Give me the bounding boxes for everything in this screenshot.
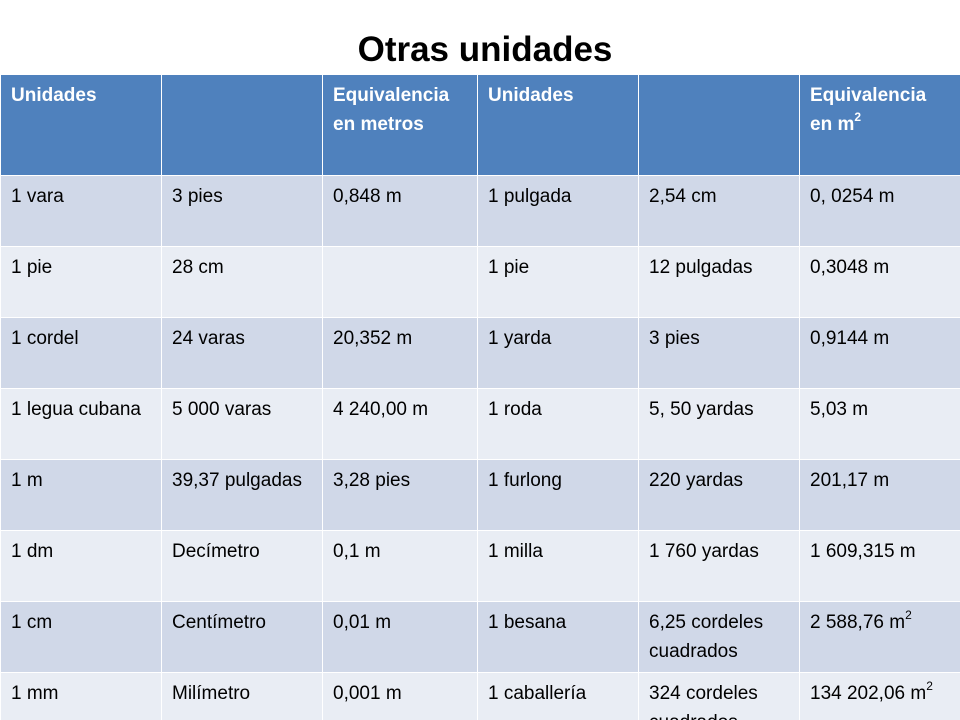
table-cell: 3 pies bbox=[638, 317, 800, 389]
header-equivalencia-m2: Equivalencia en m2 bbox=[799, 74, 960, 176]
header-unidades: Unidades bbox=[0, 74, 162, 176]
table-cell: 1 mm bbox=[0, 672, 162, 720]
table-cell: 1 609,315 m bbox=[799, 530, 960, 602]
table-cell: 0,001 m bbox=[322, 672, 478, 720]
table-cell: 3 pies bbox=[161, 175, 323, 247]
header-equivalencia-metros: Equivalencia en metros bbox=[322, 74, 478, 176]
table-cell: 201,17 m bbox=[799, 459, 960, 531]
table-row: 1 legua cubana 5 000 varas 4 240,00 m 1 ro… bbox=[0, 388, 960, 460]
table-cell: 1 besana bbox=[477, 601, 639, 673]
table-cell: 1 roda bbox=[477, 388, 639, 460]
table-cell: 0,1 m bbox=[322, 530, 478, 602]
table-cell: 20,352 m bbox=[322, 317, 478, 389]
table-cell: 5,03 m bbox=[799, 388, 960, 460]
table-cell: 39,37 pulgadas bbox=[161, 459, 323, 531]
table-cell: 1 pie bbox=[477, 246, 639, 318]
table-cell: 24 varas bbox=[161, 317, 323, 389]
table-cell: 1 vara bbox=[0, 175, 162, 247]
table-header-row: Unidades Equivalencia en metros Unidades… bbox=[0, 74, 960, 176]
table-cell: 1 caballería bbox=[477, 672, 639, 720]
table-cell: 2 588,76 m2 bbox=[799, 601, 960, 673]
table-cell: 0, 0254 m bbox=[799, 175, 960, 247]
table-cell: 6,25 cordeles cuadrados bbox=[638, 601, 800, 673]
table-cell: 1 legua cubana bbox=[0, 388, 162, 460]
table-cell: 1 cm bbox=[0, 601, 162, 673]
units-table: Unidades Equivalencia en metros Unidades… bbox=[0, 74, 960, 720]
table-cell: 2,54 cm bbox=[638, 175, 800, 247]
table-cell: 1 milla bbox=[477, 530, 639, 602]
header-unidades: Unidades bbox=[477, 74, 639, 176]
table-cell: 0,01 m bbox=[322, 601, 478, 673]
table-cell: 5 000 varas bbox=[161, 388, 323, 460]
table-cell: 1 dm bbox=[0, 530, 162, 602]
table-cell: 1 yarda bbox=[477, 317, 639, 389]
table-cell: 134 202,06 m2 bbox=[799, 672, 960, 720]
table-cell: 1 m bbox=[0, 459, 162, 531]
table-cell: 1 cordel bbox=[0, 317, 162, 389]
table-cell: Decímetro bbox=[161, 530, 323, 602]
table-cell: 1 pie bbox=[0, 246, 162, 318]
table-cell: 0,3048 m bbox=[799, 246, 960, 318]
table-cell: 4 240,00 m bbox=[322, 388, 478, 460]
table-cell: 5, 50 yardas bbox=[638, 388, 800, 460]
table-cell: 3,28 pies bbox=[322, 459, 478, 531]
table-cell: 220 yardas bbox=[638, 459, 800, 531]
table-cell bbox=[322, 246, 478, 318]
table-cell: 12 pulgadas bbox=[638, 246, 800, 318]
table-cell: 324 cordeles cuadrados bbox=[638, 672, 800, 720]
slide-title: Otras unidades bbox=[357, 30, 613, 69]
table-cell: 0,848 m bbox=[322, 175, 478, 247]
table-cell: 1 pulgada bbox=[477, 175, 639, 247]
table-row: 1 pie 28 cm 1 pie 12 pulgadas 0,3048 m bbox=[0, 246, 960, 318]
table-cell: 0,9144 m bbox=[799, 317, 960, 389]
header-blank bbox=[638, 74, 800, 176]
table-cell: 1 760 yardas bbox=[638, 530, 800, 602]
table-cell: Milímetro bbox=[161, 672, 323, 720]
table-row: 1 m 39,37 pulgadas 3,28 pies 1 furlong 220 y… bbox=[0, 459, 960, 531]
table-cell: Centímetro bbox=[161, 601, 323, 673]
table-cell: 28 cm bbox=[161, 246, 323, 318]
table-cell: 1 furlong bbox=[477, 459, 639, 531]
header-blank bbox=[161, 74, 323, 176]
